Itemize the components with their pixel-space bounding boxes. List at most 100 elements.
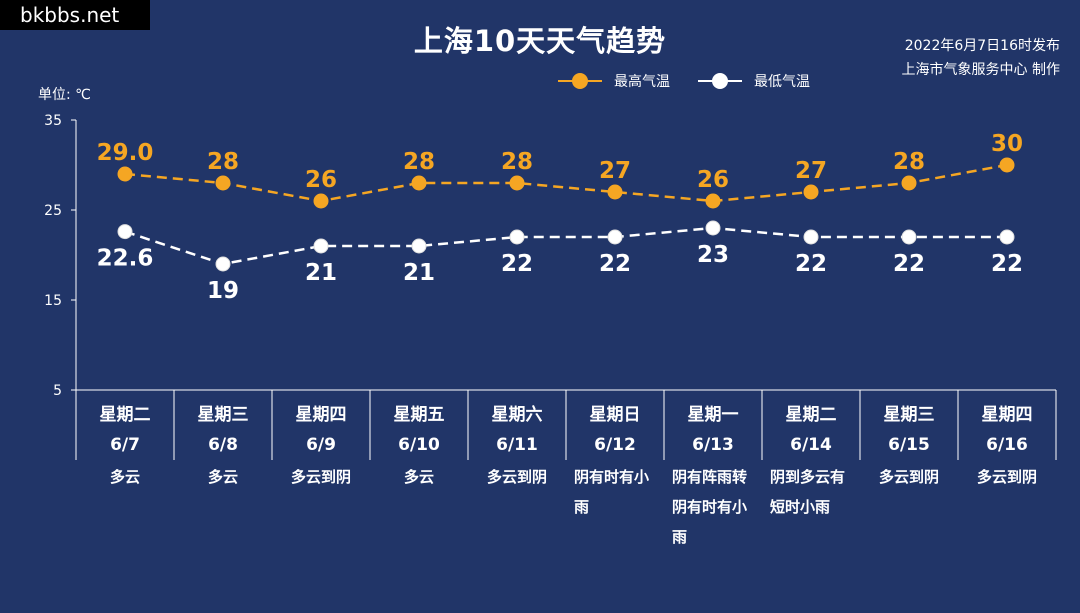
date-label: 6/14 bbox=[790, 435, 832, 455]
chart-title: 上海10天天气趋势 bbox=[413, 24, 667, 58]
weather-description: 多云到阴 bbox=[976, 468, 1037, 486]
data-point-high bbox=[607, 184, 623, 200]
date-label: 6/11 bbox=[496, 435, 538, 455]
data-point-low bbox=[901, 229, 917, 245]
data-point-low bbox=[803, 229, 819, 245]
day-column: 星期四 6/16 多云到阴 bbox=[958, 400, 1056, 552]
weekday-label: 星期三 bbox=[883, 405, 935, 425]
weather-description: 阴到多云有短时小雨 bbox=[770, 468, 846, 516]
data-label-low: 22 bbox=[599, 251, 631, 277]
weekday-label: 星期四 bbox=[981, 405, 1033, 425]
data-point-low bbox=[705, 220, 721, 236]
publisher: 上海市气象服务中心 制作 bbox=[901, 62, 1060, 78]
publish-time: 2022年6月7日16时发布 bbox=[904, 38, 1060, 54]
data-point-low bbox=[509, 229, 525, 245]
data-point-high bbox=[313, 193, 329, 209]
weekday-label: 星期三 bbox=[197, 405, 249, 425]
data-point-high bbox=[117, 166, 133, 182]
legend-item-high[interactable]: 最高气温 bbox=[558, 71, 670, 91]
day-column: 星期六 6/11 多云到阴 bbox=[468, 400, 566, 552]
weekday-label: 星期二 bbox=[785, 405, 837, 425]
series-line-high bbox=[124, 163, 1008, 203]
data-point-low bbox=[999, 229, 1015, 245]
weather-description: 阴有时有小雨 bbox=[574, 468, 650, 516]
day-column: 星期四 6/9 多云到阴 bbox=[272, 400, 370, 552]
axes: 5 15 25 35 bbox=[44, 113, 1057, 460]
date-label: 6/7 bbox=[110, 435, 140, 455]
data-labels: 29.0 28 26 28 28 27 26 27 28 30 22.6 19 21 21 22 22 23 22… bbox=[97, 131, 1023, 304]
data-point-low bbox=[117, 224, 133, 240]
date-label: 6/9 bbox=[306, 435, 336, 455]
data-label-low: 21 bbox=[403, 260, 435, 286]
data-label-low: 19 bbox=[207, 278, 239, 304]
day-column: 星期五 6/10 多云 bbox=[370, 400, 468, 552]
day-column: 星期一 6/13 阴有阵雨转阴有时有小雨 bbox=[664, 400, 762, 552]
series-points bbox=[117, 157, 1015, 272]
date-label: 6/13 bbox=[692, 435, 734, 455]
data-label-low: 22.6 bbox=[97, 246, 154, 272]
y-tick-label: 15 bbox=[44, 293, 62, 309]
date-label: 6/15 bbox=[888, 435, 930, 455]
data-label-low: 22 bbox=[991, 251, 1023, 277]
date-label: 6/8 bbox=[208, 435, 238, 455]
data-point-high bbox=[901, 175, 917, 191]
weekday-label: 星期五 bbox=[393, 405, 445, 425]
day-columns: 星期二 6/7 多云 星期三 6/8 多云 星期四 6/9 多云到阴 星期五 6/10 多云 星期六 6/… bbox=[76, 400, 1056, 552]
data-label-low: 22 bbox=[893, 251, 925, 277]
weather-description: 多云 bbox=[403, 468, 434, 486]
weekday-label: 星期一 bbox=[687, 405, 739, 425]
day-column: 星期三 6/15 多云到阴 bbox=[860, 400, 958, 552]
series-lines bbox=[124, 163, 1008, 266]
series-line-low bbox=[124, 226, 1007, 266]
data-label-low: 23 bbox=[697, 242, 729, 268]
day-column: 星期三 6/8 多云 bbox=[174, 400, 272, 552]
legend: 最高气温 最低气温 bbox=[558, 70, 838, 92]
publish-info: 2022年6月7日16时发布 上海市气象服务中心 制作 bbox=[902, 34, 1060, 82]
data-label-high: 27 bbox=[795, 158, 827, 184]
data-label-high: 28 bbox=[403, 149, 435, 175]
data-label-high: 29.0 bbox=[97, 140, 154, 166]
watermark: bkbbs.net bbox=[0, 0, 150, 30]
date-label: 6/16 bbox=[986, 435, 1028, 455]
data-label-high: 28 bbox=[501, 149, 533, 175]
data-point-low bbox=[215, 256, 231, 272]
day-column: 星期二 6/7 多云 bbox=[76, 400, 174, 552]
data-point-high bbox=[999, 157, 1015, 173]
date-label: 6/10 bbox=[398, 435, 440, 455]
date-label: 6/12 bbox=[594, 435, 636, 455]
y-tick-label: 5 bbox=[53, 383, 62, 399]
legend-label-high: 最高气温 bbox=[614, 74, 670, 90]
data-label-low: 21 bbox=[305, 260, 337, 286]
y-tick-label: 25 bbox=[44, 203, 62, 219]
weekday-label: 星期日 bbox=[589, 405, 641, 425]
day-column: 星期日 6/12 阴有时有小雨 bbox=[566, 400, 664, 552]
data-point-high bbox=[215, 175, 231, 191]
legend-item-low[interactable]: 最低气温 bbox=[698, 71, 810, 91]
weather-description: 阴有阵雨转阴有时有小雨 bbox=[672, 468, 748, 546]
weather-description: 多云 bbox=[109, 468, 140, 486]
legend-swatch-high bbox=[558, 73, 602, 89]
y-axis-unit: 单位: ℃ bbox=[38, 87, 91, 103]
data-label-high: 28 bbox=[207, 149, 239, 175]
day-column: 星期二 6/14 阴到多云有短时小雨 bbox=[762, 400, 860, 552]
data-point-high bbox=[803, 184, 819, 200]
data-point-low bbox=[411, 238, 427, 254]
data-point-high bbox=[705, 193, 721, 209]
weekday-label: 星期六 bbox=[491, 405, 543, 425]
y-tick-label: 35 bbox=[44, 113, 62, 129]
weather-description: 多云到阴 bbox=[290, 468, 351, 486]
data-point-high bbox=[411, 175, 427, 191]
data-label-high: 28 bbox=[893, 149, 925, 175]
data-label-low: 22 bbox=[795, 251, 827, 277]
data-label-high: 26 bbox=[305, 167, 337, 193]
weekday-label: 星期二 bbox=[99, 405, 151, 425]
weather-description: 多云到阴 bbox=[486, 468, 547, 486]
data-point-low bbox=[607, 229, 623, 245]
data-label-low: 22 bbox=[501, 251, 533, 277]
data-label-high: 26 bbox=[697, 167, 729, 193]
legend-swatch-low bbox=[698, 73, 742, 89]
data-label-high: 27 bbox=[599, 158, 631, 184]
weather-description: 多云 bbox=[207, 468, 238, 486]
data-point-high bbox=[509, 175, 525, 191]
